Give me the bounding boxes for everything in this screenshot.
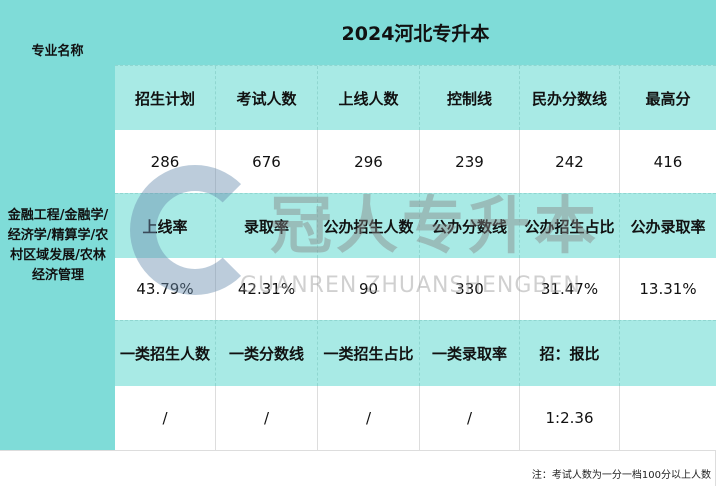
left-column xyxy=(0,0,115,450)
value-row: / / //1:2.36 xyxy=(115,386,716,450)
value-cell: / xyxy=(115,386,216,450)
major-name: 金融工程/金融学/经济学/精算学/农村区域发展/农林经济管理 xyxy=(7,208,109,283)
value-cell: 13.31% xyxy=(639,280,697,298)
header-cell: 一类招生人数 xyxy=(115,321,216,386)
value-cell: 31.47% xyxy=(520,258,620,320)
footer: 注：考试人数为一分一档100分以上人数 xyxy=(0,450,716,486)
header-cell: 公办分数线 xyxy=(420,194,520,258)
header-cell: 一类录取率 xyxy=(420,321,520,386)
value-cell: 1:2.36 xyxy=(520,386,620,450)
value-cell xyxy=(620,386,716,450)
value-cell: 286 xyxy=(115,130,216,193)
value-cell: 330 xyxy=(420,258,520,320)
header-cell: 公办录取率 xyxy=(630,217,706,236)
header-cell: 招生计划 xyxy=(115,66,216,130)
value-cell: / xyxy=(420,386,520,450)
header-cell: 一类分数线 xyxy=(216,321,318,386)
header-cell: 民办分数线 xyxy=(520,66,620,130)
header-cell: 录取率 xyxy=(216,194,318,258)
table-title: 2024河北专升本 xyxy=(115,0,716,65)
header-cell: 公办招生人数 xyxy=(318,194,420,258)
header-cell: 一类招生占比 xyxy=(318,321,420,386)
header-row: 上线率 录取率 公办招生人数 公办分数线 公办招生占比 公办录取率 xyxy=(115,193,716,258)
value-cell: 239 xyxy=(420,130,520,193)
header-cell xyxy=(620,321,716,386)
footnote: 注：考试人数为一分一档100分以上人数 xyxy=(531,470,711,481)
header-cell: 上线人数 xyxy=(318,66,420,130)
header-cell: 控制线 xyxy=(420,66,520,130)
value-row: 43.79% 42.31% 90 330 31.47% 13.31% xyxy=(115,258,716,320)
header-cell: 上线率 xyxy=(115,194,216,258)
value-cell: 296 xyxy=(318,130,420,193)
value-row: 286 676 296 239 242 416 xyxy=(115,130,716,193)
header-row: 一类招生人数 一类分数线 一类招生占比 一类录取率 招：报比 xyxy=(115,320,716,386)
header-cell: 最高分 xyxy=(645,89,691,108)
value-cell: 90 xyxy=(318,258,420,320)
header-row: 招生计划 考试人数 上线人数 控制线 民办分数线 最高分 xyxy=(115,65,716,130)
header-cell: 考试人数 xyxy=(216,66,318,130)
value-cell: 242 xyxy=(520,130,620,193)
value-cell: 43.79% xyxy=(115,258,216,320)
value-cell: 416 xyxy=(653,152,683,171)
header-cell: 招：报比 xyxy=(520,321,620,386)
value-cell: 676 xyxy=(216,130,318,193)
value-cell: 42.31% xyxy=(216,258,318,320)
value-cell: / xyxy=(318,386,420,450)
major-name-header: 专业名称 xyxy=(31,44,84,59)
value-cell: / xyxy=(216,386,318,450)
header-cell: 公办招生占比 xyxy=(520,194,620,258)
